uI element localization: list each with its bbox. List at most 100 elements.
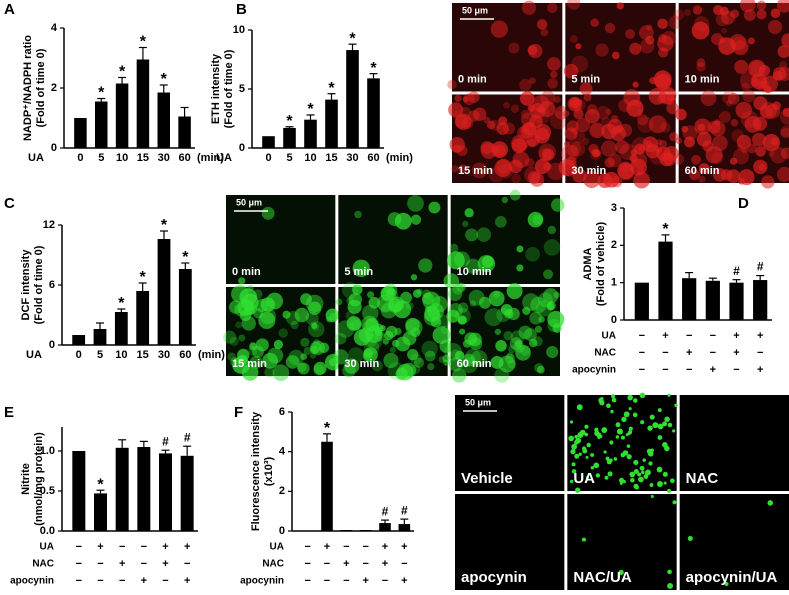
cell-dot [335, 333, 347, 345]
cell-dot [657, 481, 663, 487]
treatment-sign: + [757, 364, 763, 376]
cell-dot [238, 277, 245, 284]
cell-dot [654, 70, 672, 88]
cell-dot [519, 79, 531, 91]
x-tick-label: 15 [137, 349, 149, 361]
cell-dot [657, 467, 663, 473]
bar [283, 128, 296, 148]
x-tick-label: 15 [325, 152, 337, 164]
treatment-sign: − [97, 575, 103, 587]
cell-dot [667, 489, 671, 493]
cell-dot [267, 348, 283, 364]
cell-dot [490, 120, 501, 131]
x-tick-label: 10 [304, 152, 316, 164]
cell-dot [570, 35, 578, 43]
cell-dot [395, 337, 410, 352]
cell-dot [571, 56, 588, 73]
cell-dot [571, 444, 577, 450]
y-axis-label: (Fold of time 0) [33, 245, 45, 324]
cell-dot [468, 110, 479, 121]
cell-dot [608, 153, 622, 167]
image-label: NAC [686, 470, 719, 487]
y-tick-label: 5 [239, 83, 245, 95]
cell-dot [314, 362, 327, 375]
cell-dot [619, 478, 624, 483]
cell-dot [672, 500, 676, 504]
cell-dot [663, 472, 668, 477]
cell-dot [737, 144, 743, 150]
cell-dot [673, 9, 684, 20]
treatment-sign: + [757, 330, 763, 342]
cell-dot [730, 158, 737, 165]
treatment-sign: + [401, 541, 407, 553]
image-label: 10 min [685, 73, 720, 85]
cell-dot [628, 430, 632, 434]
cell-dot [240, 309, 252, 321]
significance-marker: * [161, 71, 168, 88]
bar [399, 524, 411, 531]
cell-dot [530, 297, 546, 313]
cell-dot [447, 80, 456, 89]
cell-dot [596, 432, 601, 437]
cell-dot [349, 318, 361, 330]
cell-dot [593, 462, 599, 468]
treatment-sign: − [304, 541, 310, 553]
treatment-sign: − [639, 364, 645, 376]
cell-dot [590, 18, 599, 27]
cell-dot [633, 460, 638, 465]
cell-dot [547, 78, 557, 88]
treatment-sign: − [76, 575, 82, 587]
cell-dot [272, 364, 289, 381]
x-row-label: UA [216, 152, 232, 164]
cell-dot [584, 433, 588, 437]
treatment-sign: − [324, 558, 330, 570]
cell-dot [548, 226, 556, 234]
cell-dot [495, 329, 501, 335]
cell-dot [261, 297, 275, 311]
y-axis-label: (Fold of time 0) [35, 48, 47, 127]
cell-dot [230, 337, 239, 346]
bar [159, 453, 172, 531]
cell-dot [658, 408, 662, 412]
cell-dot [477, 227, 491, 241]
y-tick-label: 12 [43, 219, 55, 231]
bar [304, 120, 317, 148]
cell-dot [454, 251, 470, 267]
scale-label: 50 μm [462, 5, 488, 15]
cell-dot [300, 338, 309, 347]
cell-dot [510, 190, 521, 201]
image-label: 30 min [571, 165, 606, 177]
y-axis-label: (Fold of time 0) [223, 49, 235, 128]
cell-dot [667, 583, 673, 589]
cell-dot [609, 440, 613, 444]
cell-dot [609, 458, 613, 462]
cell-dot [657, 435, 662, 440]
y-tick-label: 0 [611, 314, 617, 326]
cell-dot [771, 138, 779, 146]
treatment-sign: + [382, 541, 388, 553]
treatment-sign: + [343, 558, 349, 570]
cell-dot [626, 433, 629, 436]
treatment-name: NAC [32, 559, 54, 570]
significance-marker: * [182, 249, 189, 266]
cell-dot [606, 457, 610, 461]
cell-dot [528, 44, 542, 58]
cell-dot [730, 34, 746, 50]
cell-dot [588, 144, 598, 154]
cell-dot [494, 368, 509, 383]
cell-dot [640, 420, 644, 424]
bar [729, 283, 743, 320]
cell-dot [570, 420, 573, 423]
cell-dot [569, 97, 580, 108]
cell-dot [599, 400, 604, 405]
cell-dot [411, 274, 417, 280]
bar [706, 281, 720, 320]
cell-dot [755, 146, 766, 157]
treatment-sign: + [362, 575, 368, 587]
cell-dot [516, 245, 523, 252]
cell-dot [298, 363, 310, 375]
cell-dot [521, 109, 530, 118]
cell-dot [577, 432, 583, 438]
cell-dot [319, 343, 329, 353]
